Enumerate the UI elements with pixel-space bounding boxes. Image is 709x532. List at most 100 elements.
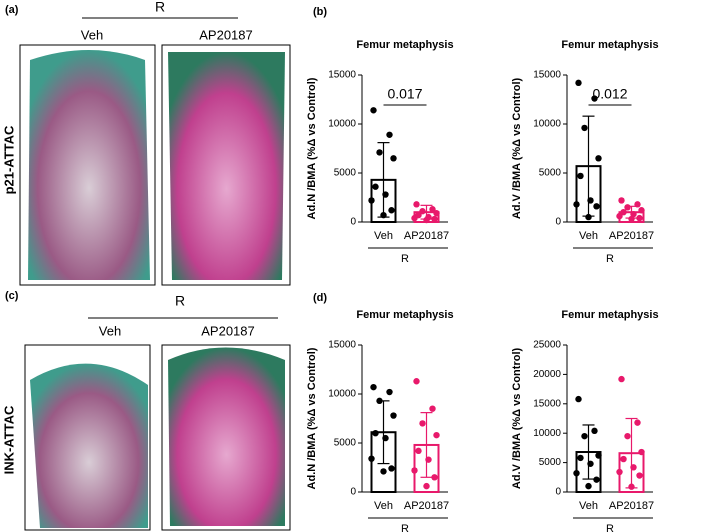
y-tick-label: 0: [350, 217, 356, 228]
data-point: [618, 375, 625, 383]
data-point: [388, 465, 395, 472]
group-label: R: [606, 253, 614, 265]
group-label: R: [155, 0, 165, 15]
data-point: [616, 212, 623, 220]
column-label: Veh: [81, 27, 103, 42]
x-tick-label: Veh: [579, 230, 598, 242]
data-point: [390, 155, 397, 162]
chart-title: Femur metaphysis: [561, 39, 658, 51]
p-value: 0.017: [387, 86, 422, 102]
data-point: [429, 206, 436, 213]
data-point: [425, 456, 432, 463]
bone-section: [168, 347, 285, 526]
chart-title: Femur metaphysis: [356, 309, 453, 321]
data-point: [382, 434, 389, 442]
data-point: [376, 397, 383, 405]
data-point: [411, 214, 418, 222]
bone-section: [28, 50, 150, 280]
y-tick-label: 15000: [533, 70, 561, 81]
data-point: [433, 209, 440, 217]
group-label: R: [401, 253, 409, 265]
data-point: [636, 214, 643, 222]
column-label: AP20187: [199, 27, 253, 42]
data-point: [386, 131, 393, 138]
group-label: R: [175, 293, 185, 309]
data-point: [628, 483, 635, 490]
data-point: [419, 420, 426, 427]
data-point: [593, 476, 600, 483]
data-point: [411, 467, 418, 474]
data-point: [634, 419, 641, 426]
y-axis-label: Ad.V /BMA (%Δ vs Control): [511, 348, 523, 490]
data-point: [376, 149, 383, 156]
data-point: [433, 431, 440, 439]
data-point: [585, 213, 592, 221]
y-tick-label: 15000: [533, 398, 561, 409]
y-tick-label: 0: [555, 217, 561, 228]
data-point: [638, 448, 645, 456]
data-point: [628, 215, 635, 223]
y-tick-label: 5000: [539, 457, 562, 468]
y-tick-label: 5000: [539, 168, 562, 179]
y-axis-label: Ad.N /BMA (%Δ vs Control): [306, 77, 318, 219]
y-axis-label: Ad.N /BMA (%Δ vs Control): [306, 347, 318, 489]
data-point: [634, 201, 641, 208]
row-label: INK-ATTAC: [1, 405, 16, 474]
y-axis-label: Ad.V /BMA (%Δ vs Control): [511, 78, 523, 220]
data-point: [591, 95, 598, 102]
column-label: Veh: [99, 323, 121, 338]
data-point: [431, 474, 438, 481]
data-point: [386, 388, 393, 396]
data-point: [638, 207, 645, 214]
data-point: [368, 455, 375, 462]
data-point: [587, 460, 594, 467]
data-point: [431, 215, 438, 223]
data-point: [630, 464, 637, 471]
y-tick-label: 20000: [533, 369, 561, 380]
chart-title: Femur metaphysis: [356, 39, 453, 51]
data-point: [419, 208, 426, 215]
data-point: [595, 452, 602, 459]
data-point: [573, 469, 580, 477]
y-tick-label: 10000: [328, 119, 356, 130]
group-label: R: [606, 523, 614, 532]
data-point: [382, 191, 389, 198]
y-tick-label: 0: [350, 487, 356, 498]
y-tick-label: 15000: [328, 70, 356, 81]
x-tick-label: AP20187: [609, 500, 654, 512]
x-tick-label: Veh: [374, 230, 393, 242]
data-point: [587, 197, 594, 204]
x-tick-label: AP20187: [404, 230, 449, 242]
data-point: [577, 454, 584, 462]
data-point: [380, 468, 387, 475]
panel-label: (d): [313, 292, 327, 304]
data-point: [620, 455, 627, 463]
y-tick-label: 25000: [533, 340, 561, 351]
y-tick-label: 10000: [533, 119, 561, 130]
data-point: [593, 203, 600, 210]
data-point: [413, 201, 420, 208]
data-point: [370, 383, 377, 391]
data-point: [585, 482, 592, 490]
data-point: [575, 395, 582, 403]
data-point: [595, 155, 602, 162]
p-value: 0.012: [592, 86, 627, 102]
data-point: [380, 211, 387, 219]
data-point: [624, 204, 631, 211]
data-point: [429, 405, 436, 412]
data-point: [581, 124, 588, 132]
y-tick-label: 15000: [328, 340, 356, 351]
data-point: [388, 207, 395, 214]
y-tick-label: 0: [555, 487, 561, 498]
data-point: [372, 183, 379, 190]
panel-label: (c): [5, 290, 19, 302]
y-tick-label: 5000: [334, 168, 357, 179]
data-point: [577, 172, 584, 180]
data-point: [368, 197, 375, 204]
data-point: [591, 427, 598, 435]
y-tick-label: 5000: [334, 438, 357, 449]
data-point: [423, 216, 430, 224]
x-tick-label: AP20187: [404, 500, 449, 512]
data-point: [624, 432, 631, 440]
